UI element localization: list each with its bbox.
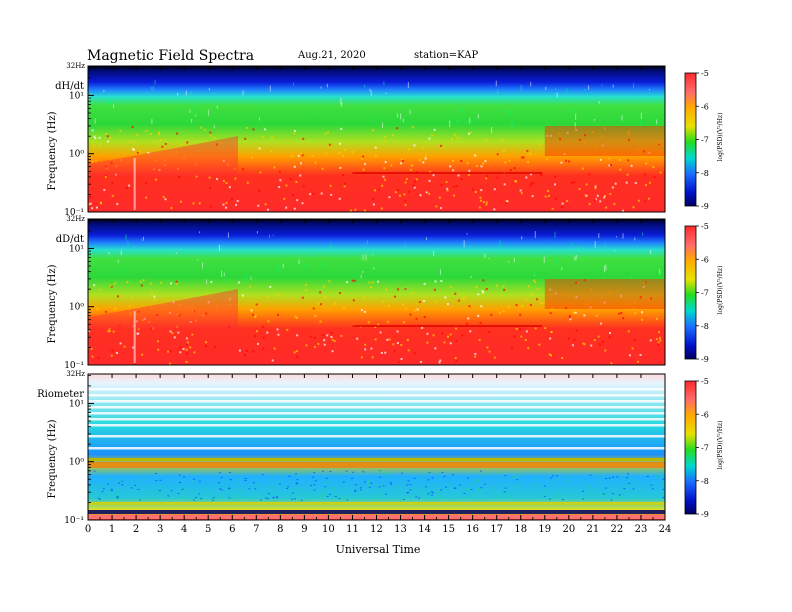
x-tick-label: 4 [181, 524, 187, 535]
x-tick-label: 2 [133, 524, 139, 535]
top-frequency-label: 32Hz [66, 62, 85, 70]
y-axis-label: Frequency (Hz) [47, 111, 58, 190]
x-tick-label: 9 [301, 524, 307, 535]
x-tick-label: 16 [466, 524, 479, 535]
colorbar [684, 380, 697, 515]
y-tick-label: 10¹ [69, 399, 84, 409]
y-tick-label: 10⁻¹ [64, 516, 84, 526]
colorbar-tick-label: -9 [701, 355, 709, 364]
x-tick-label: 3 [157, 524, 163, 535]
colorbar-tick-label: -8 [701, 477, 709, 486]
colorbar-tick-label: -5 [701, 69, 709, 78]
colorbar [684, 225, 697, 360]
top-frequency-label: 32Hz [66, 215, 85, 223]
x-tick-label: 10 [322, 524, 335, 535]
x-tick-label: 24 [659, 524, 672, 535]
spectrogram-texture [88, 79, 665, 212]
x-tick-label: 17 [490, 524, 503, 535]
spectrogram-1 [88, 66, 665, 212]
spectrogram-2 [88, 219, 665, 365]
x-tick-label: 12 [370, 524, 383, 535]
y-tick-label: 10⁰ [69, 303, 84, 313]
panel-label: dD/dt [56, 234, 84, 245]
x-tick-label: 5 [205, 524, 211, 535]
y-axis-label: Frequency (Hz) [47, 419, 58, 498]
x-tick-label: 18 [514, 524, 527, 535]
x-tick-label: 21 [587, 524, 600, 535]
x-axis: 0 1 2 3 4 5 6 7 8 9 10 11 12 13 14 15 16 17 18 19 20 21 22 23 24 [85, 515, 672, 535]
x-tick-label: 23 [635, 524, 648, 535]
date-label: Aug.21, 2020 [297, 50, 366, 61]
y-tick-label: 10⁰ [69, 150, 84, 160]
spectrogram-texture [88, 231, 665, 365]
colorbar-tick-label: -7 [701, 444, 709, 453]
x-tick-label: 0 [85, 524, 91, 535]
figure-title: Magnetic Field Spectra [87, 48, 254, 64]
y-tick-label: 10¹ [69, 91, 84, 101]
x-tick-label: 1 [109, 524, 115, 535]
colorbar-tick-label: -6 [701, 410, 709, 419]
x-axis-label: Universal Time [336, 543, 421, 556]
x-tick-label: 6 [229, 524, 235, 535]
x-tick-label: 13 [394, 524, 407, 535]
x-tick-label: 8 [277, 524, 283, 535]
colorbar-tick-label: -7 [701, 289, 709, 298]
y-tick-label: 10⁰ [69, 458, 84, 468]
panel-label: dH/dt [55, 81, 84, 92]
colorbar-tick-label: -5 [701, 222, 709, 231]
x-tick-label: 22 [611, 524, 624, 535]
y-tick-label: 10¹ [69, 244, 84, 254]
colorbar-tick-label: -9 [701, 202, 709, 211]
x-tick-label: 14 [418, 524, 431, 535]
colorbar-label: log(PSD)(V²/Hz) [717, 421, 724, 470]
x-tick-label: 11 [346, 524, 359, 535]
station-label: station=KAP [414, 50, 478, 61]
y-tick-label: 10⁻¹ [64, 361, 84, 371]
panel-label: Riometer [37, 389, 84, 400]
colorbar-tick-label: -5 [701, 377, 709, 386]
colorbar [684, 72, 697, 207]
colorbar-tick-label: -8 [701, 169, 709, 178]
y-axis-label: Frequency (Hz) [47, 264, 58, 343]
colorbar-label: log(PSD)(V²/Hz) [717, 266, 724, 315]
colorbar-label: log(PSD)(V²/Hz) [717, 113, 724, 162]
x-tick-label: 15 [442, 524, 455, 535]
colorbar-tick-label: -8 [701, 322, 709, 331]
x-tick-label: 20 [562, 524, 575, 535]
x-tick-label: 19 [538, 524, 551, 535]
y-tick-label: 10⁻¹ [64, 208, 84, 218]
colorbar-tick-label: -9 [701, 510, 709, 519]
colorbar-tick-label: -6 [701, 102, 709, 111]
colorbar-tick-label: -7 [701, 136, 709, 145]
colorbar-tick-label: -6 [701, 255, 709, 264]
top-frequency-label: 32Hz [66, 370, 85, 378]
x-tick-label: 7 [253, 524, 259, 535]
